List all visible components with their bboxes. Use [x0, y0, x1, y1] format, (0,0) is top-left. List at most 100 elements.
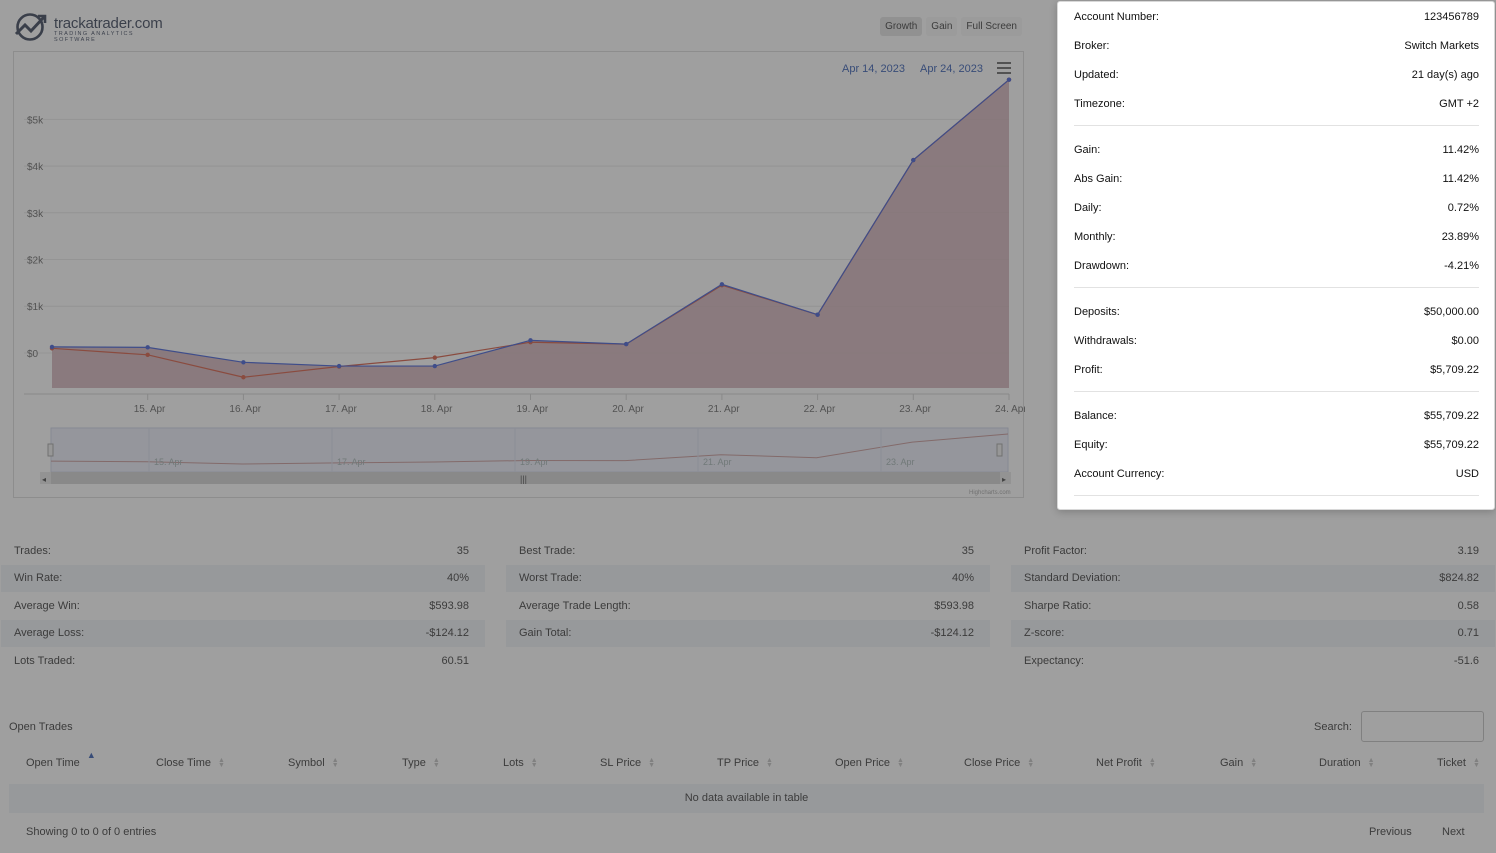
column-header[interactable]: Type ▲ ▼: [402, 757, 440, 769]
account-group-performance: Gain: 11.42% Abs Gain: 11.42% Daily: 0.72% Mon…: [1074, 135, 1479, 280]
chart-credit: Highcharts.com: [969, 490, 1011, 496]
column-header[interactable]: Duration ▲ ▼: [1319, 757, 1375, 769]
account-row: Profit: $5,709.22: [1074, 355, 1479, 384]
stat-label: Worst Trade:: [519, 572, 582, 585]
stats-column-2: Best Trade: 35 Worst Trade: 40% Average Trad…: [506, 537, 990, 675]
column-header-label: Duration: [1319, 757, 1361, 769]
column-header[interactable]: Close Price ▲ ▼: [964, 757, 1034, 769]
stat-value: -$124.12: [425, 627, 469, 640]
navigator-label: 19. Apr: [520, 457, 549, 467]
column-header-label: Ticket: [1437, 757, 1466, 769]
account-value: 11.42%: [1442, 143, 1480, 156]
chart-menu-icon[interactable]: [997, 62, 1011, 74]
account-group-balance: Balance: $55,709.22 Equity: $55,709.22 Accou…: [1074, 401, 1479, 488]
account-label: Daily:: [1074, 201, 1102, 214]
column-header[interactable]: Net Profit ▲ ▼: [1096, 757, 1156, 769]
stat-label: Z-score:: [1024, 627, 1065, 640]
column-header[interactable]: TP Price ▲ ▼: [717, 757, 773, 769]
range-from[interactable]: Apr 14, 2023: [842, 63, 905, 75]
stat-row: Best Trade: 35: [506, 537, 990, 565]
divider: [1074, 125, 1479, 126]
account-row: Monthly: 23.89%: [1074, 222, 1479, 251]
sort-icon: ▲ ▼: [331, 757, 339, 770]
chart-mode-toolbar: Growth Gain Full Screen: [880, 17, 1022, 36]
x-tick-label: 23. Apr: [899, 404, 931, 415]
data-point: [719, 282, 725, 287]
stat-label: Sharpe Ratio:: [1024, 599, 1092, 612]
y-tick-label: $1k: [27, 302, 44, 313]
account-row: Account Currency: USD: [1074, 459, 1479, 488]
account-value: 11.42%: [1442, 172, 1480, 185]
account-row: Drawdown: -4.21%: [1074, 251, 1479, 280]
full-screen-button[interactable]: Full Screen: [961, 17, 1022, 36]
column-header-label: Gain: [1220, 757, 1244, 769]
x-tick-label: 19. Apr: [517, 404, 549, 415]
table-empty-row: No data available in table: [9, 784, 1484, 813]
stat-label: Standard Deviation:: [1024, 572, 1121, 585]
column-header[interactable]: Close Time ▲ ▼: [156, 757, 225, 769]
account-label: Balance:: [1074, 409, 1117, 422]
column-header[interactable]: Open Price ▲ ▼: [835, 757, 904, 769]
sort-icon: ▲ ▼: [648, 757, 656, 770]
y-tick-label: $0: [27, 349, 39, 360]
data-point: [815, 312, 820, 317]
sort-icon: ▲ ▼: [218, 757, 225, 770]
column-header[interactable]: Ticket ▲ ▼: [1437, 757, 1480, 769]
data-point: [145, 352, 150, 358]
account-label: Timezone:: [1074, 97, 1125, 110]
brand-tagline: TRADING ANALYTICS SOFTWARE: [54, 31, 134, 43]
stat-value: 40%: [951, 572, 974, 585]
column-header[interactable]: Symbol ▲ ▼: [288, 757, 339, 769]
x-tick-label: 17. Apr: [325, 404, 357, 415]
sort-icon: ▲ ▼: [1148, 757, 1156, 770]
previous-button[interactable]: Previous: [1369, 826, 1412, 838]
account-value: $50,000.00: [1423, 305, 1479, 318]
brand-name: trackatrader.com: [54, 15, 163, 32]
column-header-label: Type: [402, 757, 426, 769]
column-header[interactable]: SL Price ▲ ▼: [600, 757, 655, 769]
account-label: Account Currency:: [1074, 467, 1165, 480]
data-point: [432, 363, 437, 369]
search-input[interactable]: [1361, 711, 1484, 742]
account-value: GMT +2: [1439, 97, 1479, 110]
stat-row: Standard Deviation: $824.82: [1011, 564, 1495, 592]
account-label: Abs Gain:: [1074, 172, 1123, 185]
stat-row: Z-score: 0.71: [1011, 619, 1495, 647]
brand-logo[interactable]: trackatrader.com TRADING ANALYTICS SOFTW…: [14, 12, 174, 43]
column-header[interactable]: Open Time ▲: [26, 751, 96, 770]
growth-button[interactable]: Growth: [880, 17, 923, 36]
account-label: Drawdown:: [1074, 259, 1130, 272]
gain-button[interactable]: Gain: [926, 17, 958, 36]
stat-row: Profit Factor: 3.19: [1011, 537, 1495, 565]
data-point: [624, 341, 629, 347]
account-label: Profit:: [1074, 363, 1103, 376]
column-header[interactable]: Lots ▲ ▼: [503, 757, 538, 769]
table-header: Open Time▲ Close Time ▲ ▼ Symbol ▲ ▼ Type ▲ ▼ Lots…: [9, 748, 1484, 780]
stat-label: Profit Factor:: [1024, 544, 1087, 557]
stat-row: Worst Trade: 40%: [506, 564, 990, 592]
search-label: Search:: [1314, 721, 1352, 733]
column-header-label: SL Price: [600, 757, 642, 769]
stat-value: 0.58: [1457, 599, 1479, 612]
next-button[interactable]: Next: [1442, 826, 1465, 838]
column-header[interactable]: Gain ▲ ▼: [1220, 757, 1257, 769]
sort-icon: ▲ ▼: [1027, 757, 1035, 770]
account-row: Account Number: 123456789: [1074, 2, 1479, 31]
stat-row: Gain Total: -$124.12: [506, 619, 990, 647]
stat-label: Win Rate:: [14, 572, 63, 585]
stat-row: Lots Traded: 60.51: [1, 647, 485, 675]
range-to[interactable]: Apr 24, 2023: [920, 63, 983, 75]
stat-value: $593.98: [934, 599, 974, 612]
account-group-details: Account Number: 123456789 Broker: Switch Ma…: [1074, 2, 1479, 118]
y-tick-label: $5k: [27, 115, 44, 126]
account-row: Equity: $55,709.22: [1074, 430, 1479, 459]
account-value: 21 day(s) ago: [1411, 68, 1479, 81]
account-info-panel: Account Number: 123456789 Broker: Switch Ma…: [1057, 1, 1495, 510]
navigator-label: 21. Apr: [703, 457, 732, 467]
x-tick-label: 18. Apr: [421, 404, 453, 415]
sort-asc-icon: ▲: [86, 750, 96, 760]
stat-row: Trades: 35: [1, 537, 485, 565]
stat-value: 35: [961, 544, 974, 557]
column-header-label: Open Price: [835, 757, 891, 769]
